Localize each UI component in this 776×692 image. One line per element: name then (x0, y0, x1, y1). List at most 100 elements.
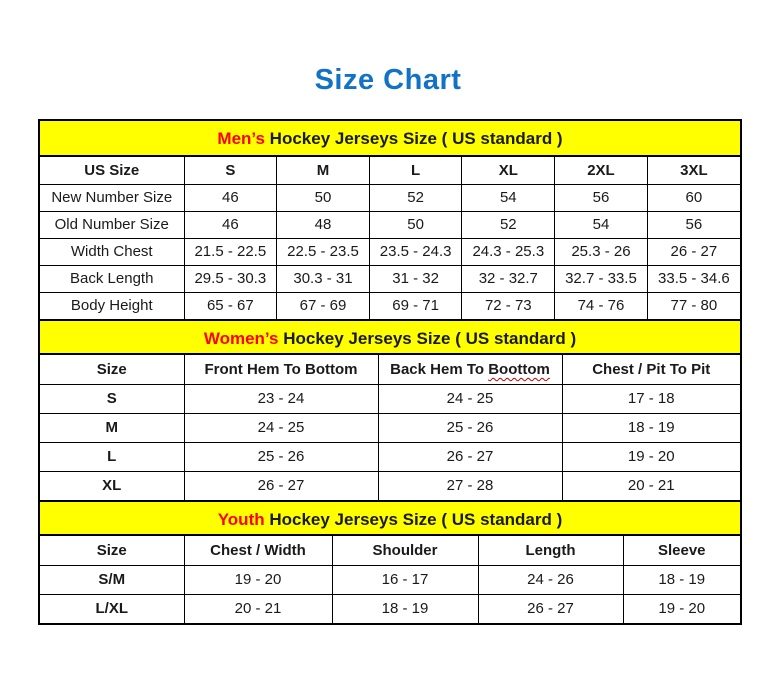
cell-value: 30.3 - 31 (276, 264, 370, 293)
cell-value: 24.3 - 25.3 (461, 237, 556, 266)
table-row: New Number Size 46 50 52 54 56 60 (40, 183, 740, 212)
cell-value: 19 - 20 (183, 564, 333, 595)
cell-value: 54 (461, 183, 556, 212)
column-header: Size (40, 355, 185, 385)
column-header: Size (40, 536, 185, 566)
misspelled-word: Boottom (488, 360, 550, 378)
table-row: Width Chest 21.5 - 22.5 22.5 - 23.5 23.5 - … (40, 237, 740, 266)
mens-section-header: Men’s Hockey Jerseys Size ( US standard … (40, 121, 740, 157)
cell-value: 23 - 24 (183, 383, 379, 414)
cell-value: 24 - 25 (183, 412, 379, 443)
cell-value: 24 - 25 (377, 383, 563, 414)
cell-value: 19 - 20 (622, 593, 740, 623)
mens-size-table: US Size S M L XL 2XL 3XL New Number Size 46 50 52… (40, 157, 740, 319)
row-label: Width Chest (40, 237, 185, 266)
column-header: 2XL (554, 157, 648, 185)
table-row: L 25 - 26 26 - 27 19 - 20 (40, 441, 740, 472)
cell-value: 77 - 80 (646, 291, 740, 319)
cell-value: 27 - 28 (377, 470, 563, 500)
row-label: S/M (40, 564, 185, 595)
table-row: XL 26 - 27 27 - 28 20 - 21 (40, 470, 740, 500)
column-header: Chest / Width (183, 536, 333, 566)
column-header: Shoulder (331, 536, 479, 566)
cell-value: 32.7 - 33.5 (554, 264, 648, 293)
cell-value: 69 - 71 (368, 291, 463, 319)
cell-value: 50 (368, 210, 463, 239)
table-row: Old Number Size 46 48 50 52 54 56 (40, 210, 740, 239)
row-label: Old Number Size (40, 210, 185, 239)
row-label: S (40, 383, 185, 414)
cell-value: 25.3 - 26 (554, 237, 648, 266)
cell-value: 18 - 19 (622, 564, 740, 595)
cell-value: 26 - 27 (183, 470, 379, 500)
size-chart-group: Men’s Hockey Jerseys Size ( US standard … (38, 119, 742, 625)
cell-value: 25 - 26 (377, 412, 563, 443)
youth-header-row: Size Chest / Width Shoulder Length Sleeve (40, 536, 740, 566)
page-title: Size Chart (314, 64, 462, 96)
cell-value: 65 - 67 (183, 291, 278, 319)
cell-value: 56 (554, 183, 648, 212)
cell-value: 18 - 19 (331, 593, 479, 623)
cell-value: 52 (461, 210, 556, 239)
cell-value: 20 - 21 (183, 593, 333, 623)
column-header: L (368, 157, 463, 185)
column-header: Back Hem To Boottom (377, 355, 563, 385)
column-header: Length (477, 536, 624, 566)
cell-value: 72 - 73 (461, 291, 556, 319)
cell-value: 20 - 21 (561, 470, 740, 500)
womens-section-header: Women’s Hockey Jerseys Size ( US standar… (40, 319, 740, 355)
row-label: XL (40, 470, 185, 500)
cell-value: 74 - 76 (554, 291, 648, 319)
womens-header-row: Size Front Hem To Bottom Back Hem To Boott… (40, 355, 740, 385)
table-row: Back Length 29.5 - 30.3 30.3 - 31 31 - 32 32… (40, 264, 740, 293)
row-label: L/XL (40, 593, 185, 623)
cell-value: 16 - 17 (331, 564, 479, 595)
youth-table-body: S/M 19 - 20 16 - 17 24 - 26 18 - 19 L/XL 20 - … (40, 564, 740, 623)
cell-value: 29.5 - 30.3 (183, 264, 278, 293)
cell-value: 24 - 26 (477, 564, 624, 595)
column-header: US Size (40, 157, 185, 185)
cell-value: 26 - 27 (377, 441, 563, 472)
column-header: Chest / Pit To Pit (561, 355, 740, 385)
cell-value: 31 - 32 (368, 264, 463, 293)
row-label: Body Height (40, 291, 185, 319)
cell-value: 17 - 18 (561, 383, 740, 414)
cell-value: 46 (183, 210, 278, 239)
table-row: Body Height 65 - 67 67 - 69 69 - 71 72 - 73 7… (40, 291, 740, 319)
row-label: M (40, 412, 185, 443)
mens-header-text: Hockey Jerseys Size ( US standard ) (264, 129, 563, 148)
column-header: Front Hem To Bottom (183, 355, 379, 385)
cell-value: 25 - 26 (183, 441, 379, 472)
womens-header-text: Hockey Jerseys Size ( US standard ) (278, 329, 577, 348)
cell-value: 33.5 - 34.6 (646, 264, 740, 293)
column-header: XL (461, 157, 556, 185)
column-header: 3XL (646, 157, 740, 185)
mens-header-row: US Size S M L XL 2XL 3XL (40, 157, 740, 185)
youth-header-text: Hockey Jerseys Size ( US standard ) (264, 510, 563, 529)
womens-size-table: Size Front Hem To Bottom Back Hem To Boott… (40, 355, 740, 500)
cell-value: 32 - 32.7 (461, 264, 556, 293)
table-row: L/XL 20 - 21 18 - 19 26 - 27 19 - 20 (40, 593, 740, 623)
youth-highlight-label: Youth (217, 510, 265, 529)
row-label: New Number Size (40, 183, 185, 212)
cell-value: 54 (554, 210, 648, 239)
table-row: M 24 - 25 25 - 26 18 - 19 (40, 412, 740, 443)
cell-value: 21.5 - 22.5 (183, 237, 278, 266)
row-label: L (40, 441, 185, 472)
cell-value: 19 - 20 (561, 441, 740, 472)
table-row: S 23 - 24 24 - 25 17 - 18 (40, 383, 740, 414)
cell-value: 26 - 27 (646, 237, 740, 266)
mens-table-body: New Number Size 46 50 52 54 56 60 Old Number Si… (40, 183, 740, 319)
cell-value: 50 (276, 183, 370, 212)
cell-value: 60 (646, 183, 740, 212)
cell-value: 46 (183, 183, 278, 212)
youth-size-table: Size Chest / Width Shoulder Length Sleeve S/… (40, 536, 740, 623)
cell-value: 56 (646, 210, 740, 239)
table-row: S/M 19 - 20 16 - 17 24 - 26 18 - 19 (40, 564, 740, 595)
womens-table-body: S 23 - 24 24 - 25 17 - 18 M 24 - 25 25 - 26 18 … (40, 383, 740, 500)
cell-value: 67 - 69 (276, 291, 370, 319)
row-label: Back Length (40, 264, 185, 293)
column-header: M (276, 157, 370, 185)
cell-value: 18 - 19 (561, 412, 740, 443)
